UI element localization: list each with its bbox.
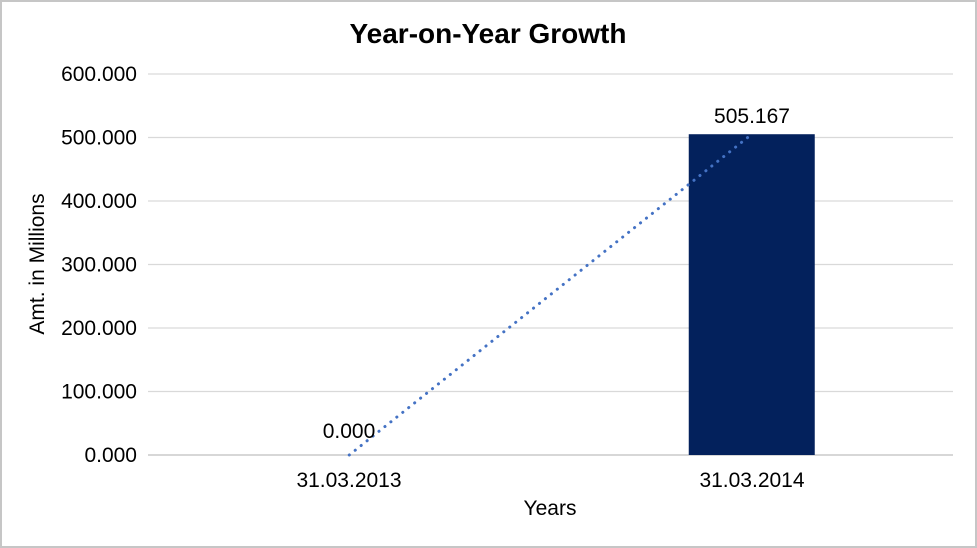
x-category-label-2014: 31.03.2014 bbox=[699, 469, 804, 492]
y-tick-label: 0.000 bbox=[84, 444, 137, 467]
y-tick-label: 400.000 bbox=[61, 190, 137, 213]
data-label-2013: 0.000 bbox=[323, 420, 376, 443]
y-axis-title: Amt. in Millions bbox=[26, 193, 49, 334]
y-tick-label: 600.000 bbox=[61, 63, 137, 86]
y-tick-label: 500.000 bbox=[61, 127, 137, 150]
y-tick-label: 200.000 bbox=[61, 317, 137, 340]
gridlines bbox=[148, 73, 953, 456]
bar-31.03.2014 bbox=[688, 134, 815, 456]
chart-title: Year-on-Year Growth bbox=[350, 18, 627, 49]
bar-series bbox=[688, 134, 815, 456]
y-axis-tick-labels: 0.000 100.000 200.000 300.000 400.000 500.000… bbox=[61, 63, 137, 467]
x-category-label-2013: 31.03.2013 bbox=[296, 469, 401, 492]
trend-line-series bbox=[347, 132, 754, 457]
y-tick-label: 300.000 bbox=[61, 254, 137, 277]
x-axis-title: Years bbox=[524, 497, 577, 520]
data-label-2014: 505.167 bbox=[714, 105, 790, 128]
trend-dotted-line bbox=[347, 132, 754, 457]
y-tick-label: 100.000 bbox=[61, 381, 137, 404]
